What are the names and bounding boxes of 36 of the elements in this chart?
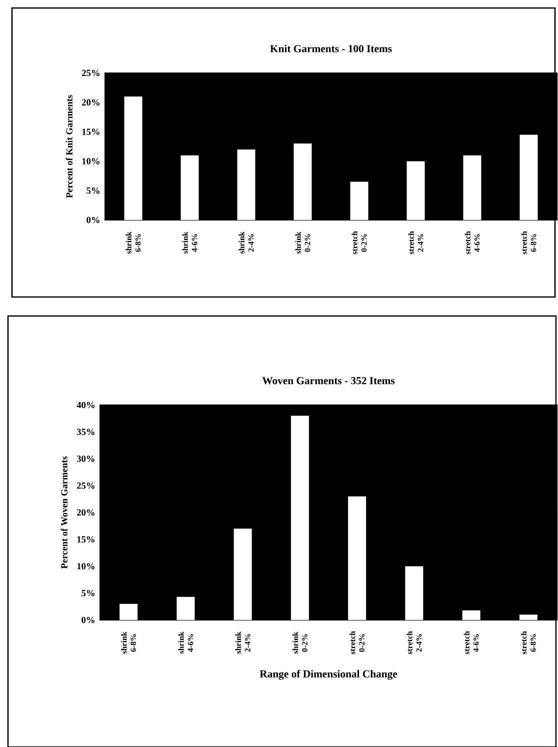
x-tick-label: stretch 0-2% xyxy=(350,631,365,654)
y-tick-label: 10% xyxy=(77,563,94,570)
y-tick-label: 5% xyxy=(86,187,100,194)
y-tick-label: 5% xyxy=(82,590,94,596)
y-tick-label: 25% xyxy=(77,482,94,489)
y-tick-label: 35% xyxy=(76,428,94,436)
x-tick-label: shrink 4-6% xyxy=(182,232,198,254)
x-tick-label: stretch 2-4% xyxy=(408,231,424,254)
x-tick-label: shrink 4-6% xyxy=(178,632,194,654)
y-axis-title: Percent of Woven Garments xyxy=(60,456,68,569)
x-tick-label: stretch 0-2% xyxy=(352,231,367,254)
y-tick-label: 15% xyxy=(77,536,94,543)
y-tick-label: 25% xyxy=(82,70,100,76)
x-tick-label: shrink 6-8% xyxy=(126,232,141,254)
x-tick-label: shrink 2-4% xyxy=(238,232,254,254)
x-tick-label: stretch 2-4% xyxy=(406,631,422,654)
y-tick-label: 40% xyxy=(76,402,94,408)
x-tick-label: shrink 6-8% xyxy=(121,632,136,654)
y-tick-label: 0% xyxy=(86,216,100,224)
y-tick-label: 30% xyxy=(76,456,94,462)
x-tick-label: stretch 4-6% xyxy=(464,631,479,654)
x-tick-label: shrink 0-2% xyxy=(295,232,310,254)
y-tick-label: 20% xyxy=(77,509,94,516)
y-axis-title: Percent of Knit Garments xyxy=(66,95,72,198)
x-tick-label: stretch 4-6% xyxy=(464,231,480,254)
x-tick-label: shrink 0-2% xyxy=(292,632,308,654)
x-tick-label: shrink 2-4% xyxy=(235,632,250,654)
chart-title: Woven Garments - 352 Items xyxy=(262,377,395,384)
y-tick-label: 0% xyxy=(82,616,94,624)
y-tick-label: 20% xyxy=(82,99,100,106)
y-tick-label: 10% xyxy=(82,158,100,164)
x-tick-label: stretch 6-8% xyxy=(521,231,536,254)
chart-title: Knit Garments - 100 Items xyxy=(270,44,392,52)
x-tick-label: stretch 6-8% xyxy=(520,631,536,654)
x-axis-title: Range of Dimensional Change xyxy=(260,670,398,680)
y-tick-label: 15% xyxy=(82,128,100,135)
